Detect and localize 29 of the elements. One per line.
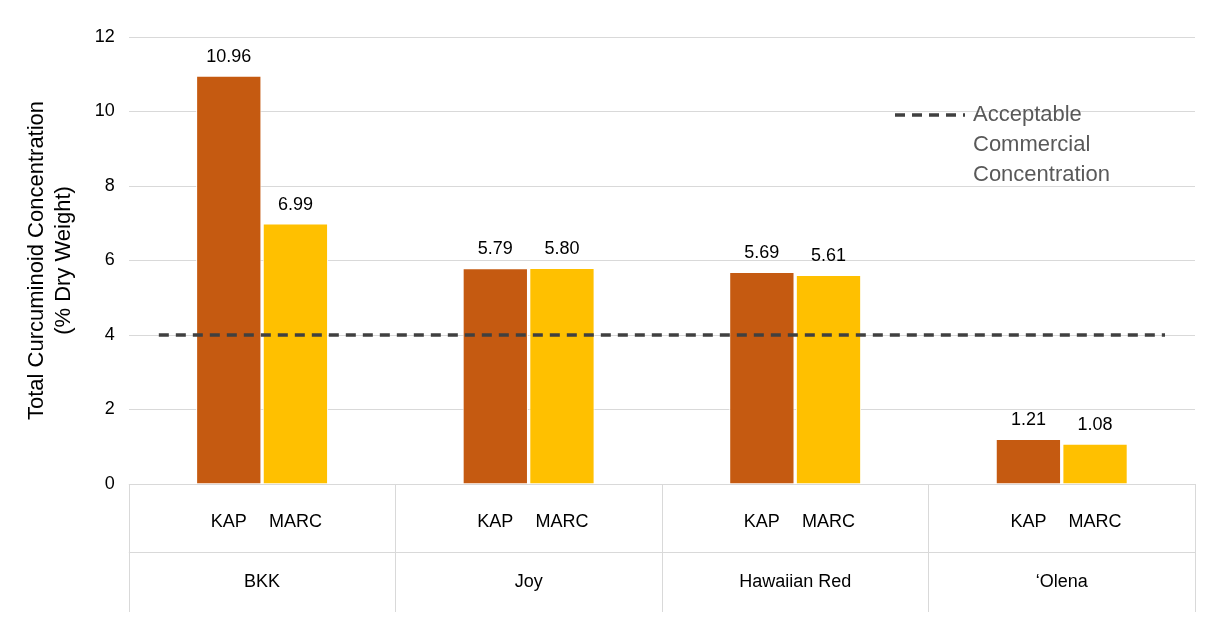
data-label: 10.96 (206, 45, 252, 66)
y-axis-title: Total Curcuminoid Concentration (% Dry Weight) (23, 100, 75, 421)
x-tick-label: ‘Olena (1035, 570, 1089, 591)
x-tick-label: Joy (514, 570, 543, 591)
text: KAP (477, 510, 514, 531)
y-tick-label: 6 (104, 249, 115, 270)
text: MARC (802, 510, 855, 531)
x-tick-label: BKK (244, 570, 281, 591)
text: KAP (743, 510, 780, 531)
data-label: 6.99 (277, 193, 313, 214)
data-label: 5.61 (810, 245, 847, 265)
legend-label: Acceptable Commercial Concentration (973, 101, 1110, 187)
data-label: 5.69 (744, 242, 780, 263)
y-tick-label: 8 (104, 174, 115, 195)
y-tick-label: 10 (94, 100, 115, 121)
series-label: MARC (268, 510, 322, 531)
series-label: KAP (210, 510, 247, 531)
data-label: 1.08 (1077, 413, 1113, 434)
y-tick-label: 0 (104, 472, 115, 493)
y-tick-label: 2 (104, 398, 115, 419)
y-tick-label: 12 (94, 25, 115, 46)
y-tick-label: 4 (104, 323, 115, 344)
text: KAP (1010, 510, 1047, 531)
data-label: 5.79 (477, 238, 513, 259)
text: MARC (535, 510, 589, 531)
data-label: 5.80 (544, 237, 580, 258)
text: MARC (1068, 510, 1122, 531)
x-tick-label: Hawaiian Red (739, 570, 852, 591)
data-label: 1.21 (1010, 408, 1046, 429)
